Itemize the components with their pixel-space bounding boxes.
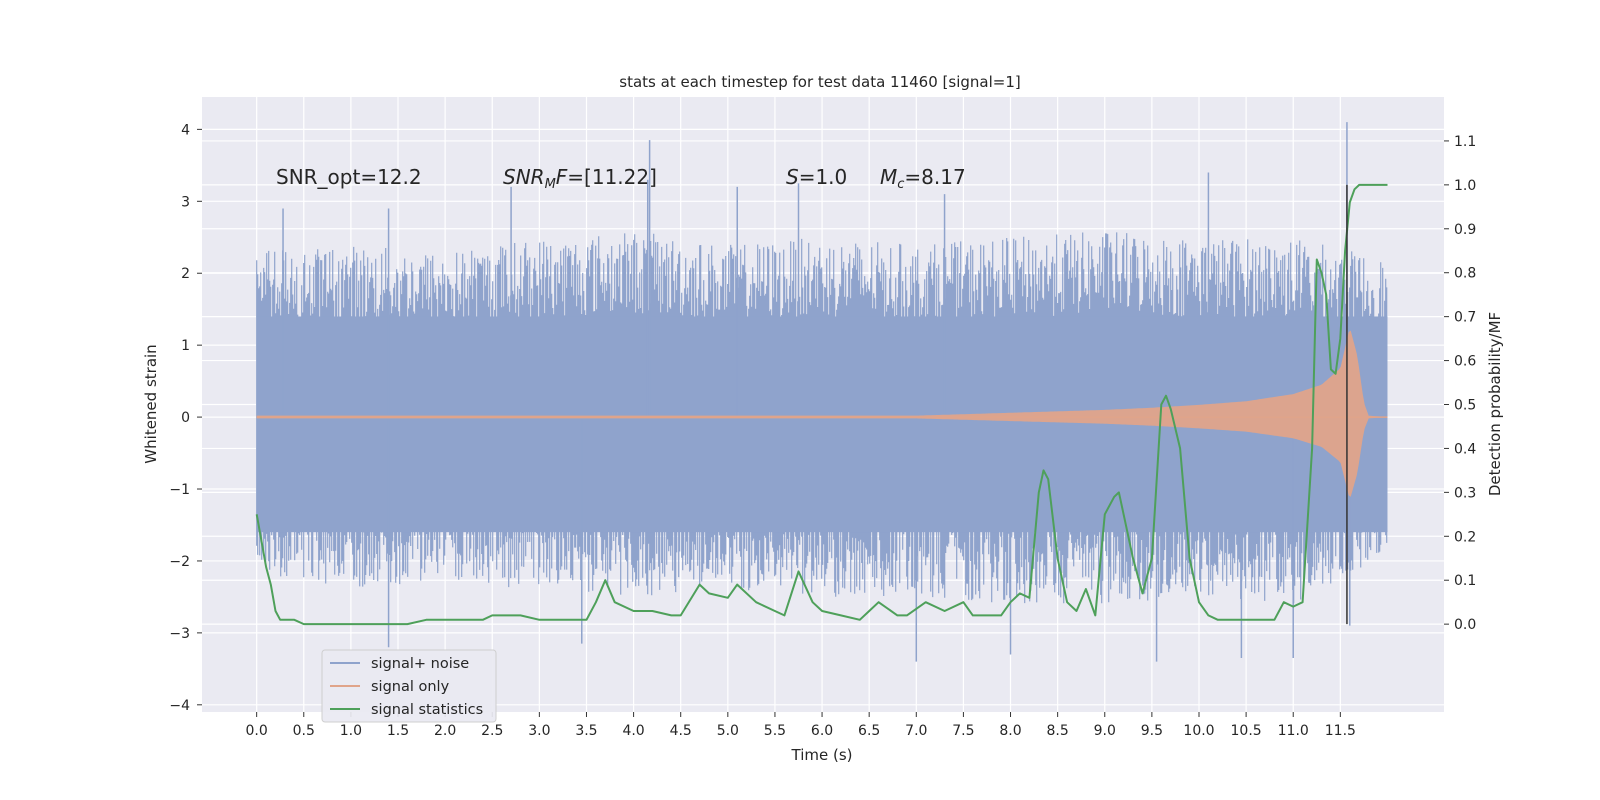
x-tick-label: 6.5 bbox=[858, 723, 880, 739]
left-y-axis-label: Whitened strain bbox=[142, 344, 160, 463]
x-tick-label: 9.0 bbox=[1094, 723, 1116, 739]
x-tick-label: 11.5 bbox=[1325, 723, 1356, 739]
y-tick-label-left: 1 bbox=[181, 338, 190, 354]
x-tick-label: 0.0 bbox=[246, 723, 268, 739]
snr-mf-base: SNR bbox=[503, 165, 545, 189]
x-tick-label: 1.5 bbox=[387, 723, 409, 739]
x-tick-label: 2.0 bbox=[434, 723, 456, 739]
snr-mf-f: F bbox=[556, 165, 568, 189]
x-tick-label: 4.5 bbox=[670, 723, 692, 739]
x-tick-label: 4.0 bbox=[622, 723, 644, 739]
y-tick-label-right: 1.0 bbox=[1454, 178, 1476, 194]
legend-label-noise: signal+ noise bbox=[371, 656, 469, 672]
y-tick-label-right: 0.7 bbox=[1454, 310, 1476, 326]
legend-label-signal: signal only bbox=[371, 679, 450, 695]
x-tick-label: 5.0 bbox=[717, 723, 739, 739]
y-tick-label-right: 0.0 bbox=[1454, 617, 1476, 633]
s-annotation: S=1.0 bbox=[786, 165, 847, 189]
statistics-line bbox=[255, 183, 1388, 626]
y-tick-label-left: −2 bbox=[169, 554, 190, 570]
x-tick-label: 8.0 bbox=[999, 723, 1021, 739]
y-tick-label-right: 0.4 bbox=[1454, 441, 1476, 457]
x-tick-label: 2.5 bbox=[481, 723, 503, 739]
x-tick-label: 3.0 bbox=[528, 723, 550, 739]
y-tick-label-right: 0.6 bbox=[1454, 354, 1476, 370]
x-tick-label: 1.0 bbox=[340, 723, 362, 739]
snr-opt-annotation: SNR_opt=12.2 bbox=[276, 165, 422, 189]
x-tick-label: 5.5 bbox=[764, 723, 786, 739]
x-tick-label: 6.0 bbox=[811, 723, 833, 739]
s-symbol: S bbox=[786, 165, 799, 189]
y-tick-label-left: 0 bbox=[181, 410, 190, 426]
snr-mf-annotation: SNRMF=[11.22] bbox=[503, 165, 657, 192]
s-value: =1.0 bbox=[799, 165, 848, 189]
snr-mf-value: =[11.22] bbox=[567, 165, 657, 189]
legend: signal+ noise signal only signal statist… bbox=[321, 649, 497, 723]
x-axis-label: Time (s) bbox=[791, 746, 853, 764]
chart-title: stats at each timestep for test data 114… bbox=[619, 73, 1020, 91]
x-axis-ticks: 0.0 0.5 1.0 1.5 2.0 2.5 3.0 3.5 4.0 4.5 5.0 5.5 6.0 6… bbox=[246, 712, 1356, 739]
legend-label-statistics: signal statistics bbox=[371, 702, 483, 718]
y-tick-label-right: 0.1 bbox=[1454, 573, 1476, 589]
x-tick-label: 3.5 bbox=[575, 723, 597, 739]
x-tick-label: 11.0 bbox=[1278, 723, 1309, 739]
x-tick-label: 9.5 bbox=[1141, 723, 1163, 739]
x-tick-label: 7.5 bbox=[952, 723, 974, 739]
statistic-series bbox=[255, 183, 1388, 626]
mc-value: =8.17 bbox=[904, 165, 965, 189]
y-tick-label-right: 0.3 bbox=[1454, 485, 1476, 501]
x-tick-label: 10.5 bbox=[1231, 723, 1262, 739]
y-tick-label-right: 0.2 bbox=[1454, 529, 1476, 545]
y-tick-label-right: 1.1 bbox=[1454, 134, 1476, 150]
mc-annotation: Mc=8.17 bbox=[880, 165, 966, 192]
x-tick-label: 8.5 bbox=[1047, 723, 1069, 739]
mc-sub: c bbox=[897, 177, 904, 192]
y-tick-label-left: 3 bbox=[181, 194, 190, 210]
legend-box bbox=[321, 649, 497, 723]
mc-symbol: M bbox=[880, 165, 897, 189]
y-tick-label-left: 2 bbox=[181, 266, 190, 282]
left-y-axis-ticks: 4 3 2 1 0 −1 −2 −3 −4 bbox=[169, 122, 202, 714]
snr-mf-sub: M bbox=[545, 177, 556, 192]
y-tick-label-left: −4 bbox=[169, 698, 190, 714]
right-y-axis-ticks: 1.1 1.0 0.9 0.8 0.7 0.6 0.5 0.4 0.3 0.2 0.1 0.0 bbox=[1444, 134, 1476, 633]
x-tick-label: 7.0 bbox=[905, 723, 927, 739]
y-tick-label-right: 0.8 bbox=[1454, 266, 1476, 282]
y-tick-label-left: −1 bbox=[169, 482, 190, 498]
y-tick-label-left: 4 bbox=[181, 122, 190, 138]
x-tick-label: 0.5 bbox=[293, 723, 315, 739]
x-tick-label: 10.0 bbox=[1183, 723, 1214, 739]
y-tick-label-right: 0.9 bbox=[1454, 222, 1476, 238]
y-tick-label-right: 0.5 bbox=[1454, 398, 1476, 414]
right-y-axis-label: Detection probability/MF bbox=[1486, 312, 1504, 496]
y-tick-label-left: −3 bbox=[169, 626, 190, 642]
